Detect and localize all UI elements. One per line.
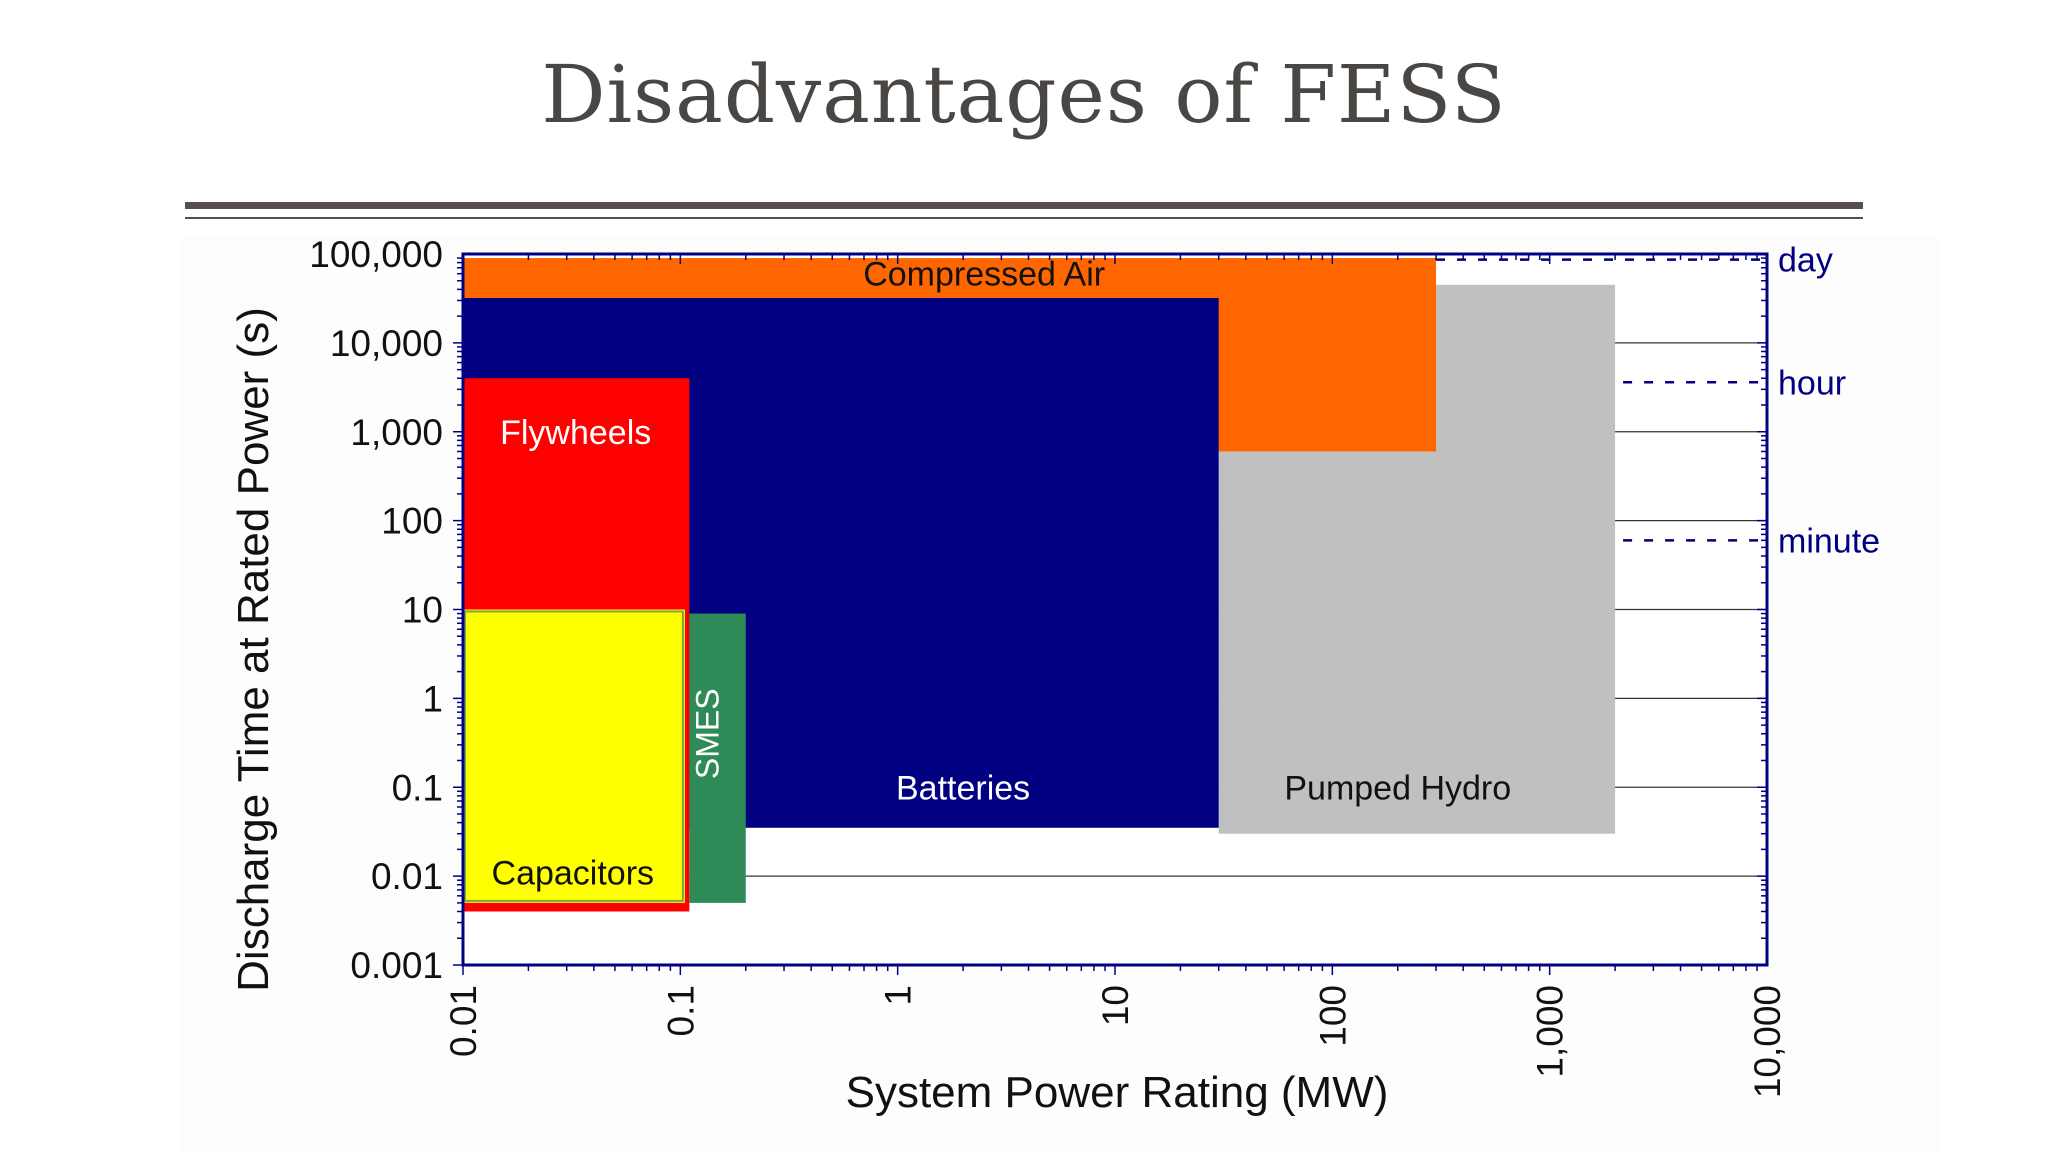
region-label-capacitors: Capacitors: [492, 854, 655, 892]
x-tick-label: 10: [1095, 985, 1136, 1026]
y-axis-title: Discharge Time at Rated Power (s): [229, 307, 278, 992]
x-tick-label: 1: [878, 985, 919, 1006]
reference-label-minute: minute: [1778, 522, 1880, 560]
region-smes: [689, 613, 746, 903]
x-axis-title: System Power Rating (MW): [846, 1068, 1389, 1117]
y-tick-label: 100: [381, 501, 443, 542]
region-capacitors-outline: [464, 610, 684, 902]
y-tick-label: 10: [402, 590, 443, 631]
reference-label-hour: hour: [1778, 364, 1846, 402]
y-tick-labels: 0.001 0.01 0.1 1 10 100 1,000 10,000 100,000: [309, 234, 443, 986]
region-label-smes: SMES: [690, 688, 726, 779]
axis-ticks: [453, 254, 1767, 975]
x-tick-label: 0.01: [443, 985, 484, 1057]
region-capacitors: [463, 609, 685, 903]
y-tick-label: 10,000: [330, 323, 443, 364]
x-tick-labels: 0.01 0.1 1 10 100 1,000 10,000: [443, 985, 1788, 1098]
x-tick-label: 0.1: [660, 985, 701, 1036]
region-label-flywheels: Flywheels: [500, 414, 651, 452]
region-label-batteries: Batteries: [896, 769, 1030, 807]
x-tick-label: 10,000: [1747, 985, 1788, 1098]
y-tick-label: 0.1: [392, 767, 443, 808]
y-tick-label: 100,000: [309, 234, 443, 275]
region-label-pumped-hydro: Pumped Hydro: [1284, 769, 1511, 807]
region-label-compressed-air: Compressed Air: [863, 256, 1105, 294]
title-divider-thin: [185, 217, 1863, 219]
reference-lines: day hour minute: [1436, 242, 1880, 560]
slide-title: Disadvantages of FESS: [541, 48, 1507, 141]
y-tick-label: 1: [422, 678, 443, 719]
y-tick-label: 1,000: [350, 412, 443, 453]
technology-regions: Pumped Hydro Compressed Air Batteries Flywh…: [463, 256, 1616, 912]
y-tick-label: 0.001: [350, 945, 443, 986]
x-tick-label: 1,000: [1530, 985, 1571, 1078]
y-tick-label: 0.01: [371, 856, 443, 897]
title-divider-thick: [185, 202, 1863, 209]
x-tick-label: 100: [1312, 985, 1353, 1047]
reference-label-day: day: [1778, 242, 1833, 280]
